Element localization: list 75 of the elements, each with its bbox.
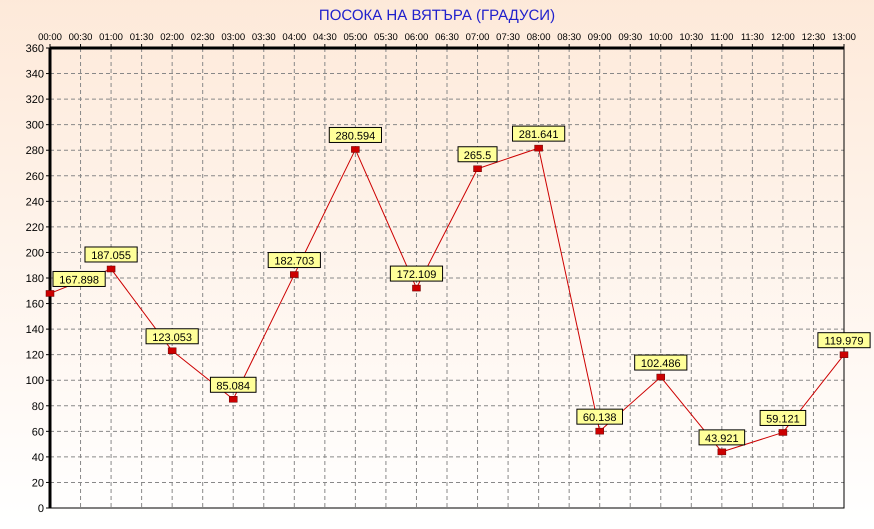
x-tick-label: 05:30 — [374, 32, 398, 43]
x-tick-label: 09:30 — [618, 32, 642, 43]
data-label: 119.979 — [824, 336, 864, 348]
point — [412, 284, 421, 292]
data-label: 59.121 — [766, 413, 800, 426]
x-tick-label: 13:00 — [832, 32, 856, 43]
point — [840, 351, 848, 358]
point — [656, 374, 666, 380]
x-tick-label: 05:00 — [343, 32, 368, 43]
point — [168, 348, 176, 354]
x-tick-label: 00:30 — [68, 32, 92, 43]
x-tick-label: 10:00 — [648, 32, 673, 43]
data-label: 182.703 — [274, 256, 314, 268]
data-label: 280.594 — [336, 130, 376, 142]
point — [351, 146, 360, 153]
y-tick-label: 320 — [26, 94, 44, 106]
data-label: 167.898 — [59, 274, 99, 286]
x-tick-label: 03:00 — [221, 32, 246, 43]
y-tick-label: 260 — [26, 170, 44, 183]
x-tick-label: 02:30 — [190, 32, 215, 43]
x-tick-label: 07:30 — [496, 32, 520, 43]
data-label: 123.053 — [152, 332, 192, 344]
y-tick-label: 200 — [26, 247, 44, 260]
y-tick-label: 60 — [32, 426, 44, 438]
point — [534, 144, 543, 152]
x-tick-label: 07:00 — [466, 32, 490, 43]
y-tick-label: 40 — [32, 452, 44, 464]
x-tick-label: 03:30 — [252, 32, 276, 43]
y-tick-label: 160 — [26, 298, 44, 311]
data-label: 187.055 — [91, 250, 131, 262]
y-tick-label: 240 — [26, 196, 44, 208]
point — [290, 271, 299, 278]
y-tick-label: 100 — [26, 375, 44, 388]
y-tick-label: 80 — [32, 400, 44, 413]
y-tick-label: 120 — [26, 350, 44, 362]
data-label: 85.084 — [216, 380, 250, 392]
x-tick-label: 12:00 — [771, 32, 795, 43]
x-tick-label: 02:00 — [160, 32, 184, 43]
x-tick-label: 12:30 — [802, 32, 826, 43]
x-tick-label: 10:30 — [679, 32, 704, 43]
x-tick-label: 08:30 — [557, 32, 582, 43]
x-tick-label: 04:30 — [312, 32, 337, 43]
x-tick-label: 11:00 — [710, 32, 734, 43]
x-tick-label: 08:00 — [526, 32, 551, 43]
y-tick-label: 300 — [26, 120, 44, 132]
data-label: 60.138 — [582, 412, 617, 424]
y-tick-label: 340 — [26, 68, 44, 81]
data-label: 102.486 — [640, 358, 681, 370]
y-tick-label: 0 — [38, 503, 44, 515]
y-tick-label: 220 — [26, 222, 44, 234]
data-label: 43.921 — [705, 432, 739, 445]
data-label: 281.641 — [518, 129, 558, 142]
x-tick-label: 04:00 — [282, 32, 306, 43]
chart-title: ПОСОКА НА ВЯТЪРА (ГРАДУСИ) — [318, 7, 556, 24]
x-tick-label: 01:00 — [99, 32, 123, 43]
y-tick-label: 140 — [26, 324, 44, 336]
point — [228, 396, 238, 403]
x-tick-label: 06:00 — [404, 32, 428, 43]
data-label: 172.109 — [396, 269, 436, 282]
point — [46, 290, 54, 297]
point — [595, 428, 604, 434]
x-tick-label: 06:30 — [435, 32, 459, 43]
point — [106, 266, 116, 272]
y-tick-label: 280 — [26, 145, 44, 158]
point — [473, 166, 482, 172]
point — [718, 448, 726, 456]
x-tick-label: 09:00 — [588, 32, 612, 43]
y-tick-label: 360 — [26, 43, 44, 55]
x-tick-label: 01:30 — [130, 32, 154, 43]
y-tick-label: 20 — [32, 477, 44, 490]
x-tick-label: 00:00 — [38, 32, 62, 43]
y-tick-label: 180 — [26, 273, 44, 285]
point — [778, 429, 788, 436]
data-label: 265.5 — [464, 150, 492, 162]
x-tick-label: 11:30 — [740, 32, 764, 43]
